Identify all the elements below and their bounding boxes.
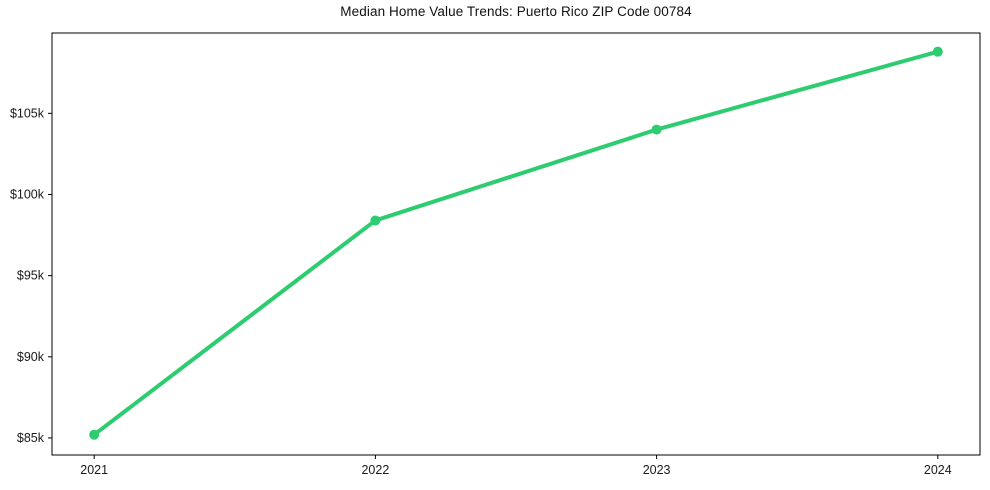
y-tick-label: $95k	[17, 269, 45, 283]
x-tick-label: 2022	[361, 463, 389, 477]
data-point-marker	[89, 429, 100, 440]
y-tick-label: $85k	[17, 431, 45, 445]
y-tick-label: $100k	[10, 187, 45, 201]
plot-area-border	[51, 32, 981, 456]
data-point-marker	[932, 46, 943, 57]
x-tick-label: 2023	[643, 463, 671, 477]
chart-title: Median Home Value Trends: Puerto Rico ZI…	[340, 4, 692, 19]
y-tick-label: $90k	[17, 350, 45, 364]
data-point-marker	[651, 124, 662, 135]
trend-line	[92, 49, 940, 437]
x-tick-label: 2021	[80, 463, 108, 477]
y-tick-label: $105k	[10, 106, 45, 120]
x-tick-label: 2024	[924, 463, 952, 477]
data-point-marker	[370, 215, 381, 226]
